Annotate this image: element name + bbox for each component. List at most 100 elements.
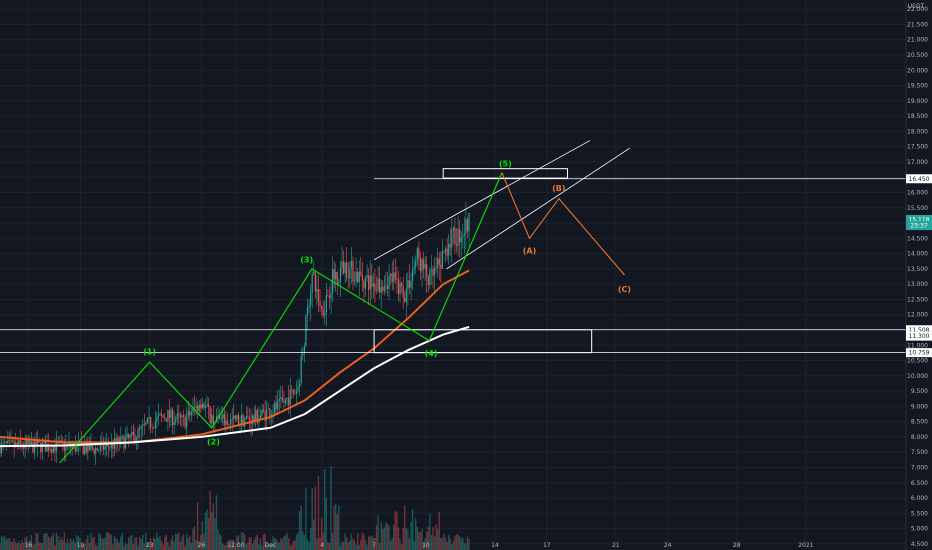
candle-body <box>135 438 138 443</box>
volume-bar <box>18 541 20 550</box>
volume-bar <box>33 543 36 550</box>
candle-body <box>422 259 425 269</box>
volume-bar <box>4 536 6 550</box>
candle-body <box>288 397 290 406</box>
volume-bar <box>127 537 130 550</box>
volume-bar <box>35 533 37 550</box>
volume-bar <box>324 469 326 550</box>
volume-bar <box>262 534 265 550</box>
volume-bar <box>212 503 215 550</box>
volume-bar <box>247 541 249 550</box>
volume-bar <box>215 495 218 550</box>
candle-body <box>394 272 396 279</box>
volume-bar <box>170 540 172 550</box>
volume-bar <box>328 542 331 550</box>
candle-body <box>314 272 316 292</box>
volume-bar <box>317 476 320 550</box>
candle-body <box>4 441 6 443</box>
volume-bar <box>350 533 353 550</box>
volume-bar <box>291 544 293 550</box>
volume-bar <box>65 543 67 550</box>
volume-bar <box>455 534 458 550</box>
price-tick-label: 6.000 <box>911 495 928 502</box>
volume-bar <box>272 536 274 550</box>
candle-body <box>251 415 254 425</box>
candle-body <box>93 448 95 454</box>
candle-body <box>240 414 243 424</box>
volume-bar <box>145 532 147 550</box>
price-tick-label: 9.500 <box>911 388 928 395</box>
candle-body <box>13 441 15 448</box>
volume-bar <box>309 528 312 550</box>
volume-bar <box>261 545 263 550</box>
price-tick-label: 8.500 <box>911 419 928 426</box>
volume-bar <box>107 532 109 550</box>
time-tick-label: 17 <box>543 542 551 549</box>
volume-bar <box>105 532 108 550</box>
volume-bar <box>63 532 66 550</box>
candle-body <box>46 444 48 452</box>
volume-bar <box>306 539 309 550</box>
volume-bar <box>349 540 351 550</box>
volume-bar <box>342 541 345 550</box>
volume-bar <box>383 527 386 550</box>
candle-body <box>462 235 464 238</box>
candle-body <box>355 272 357 282</box>
time-tick-label: 23 <box>146 542 154 549</box>
candle-body <box>308 305 310 308</box>
volume-bar <box>297 532 299 550</box>
volume-bar <box>316 538 318 550</box>
volume-bar <box>142 534 144 550</box>
candle-body <box>112 441 114 449</box>
candle-body <box>369 275 371 290</box>
candle-body <box>0 442 3 454</box>
volume-bar <box>74 542 77 550</box>
wave-label: (B) <box>552 184 565 193</box>
zone-rectangle <box>373 329 593 354</box>
volume-bar <box>355 544 357 550</box>
candle-body <box>223 414 225 426</box>
volume-bar <box>25 536 28 550</box>
candle-body <box>335 271 337 280</box>
time-tick-label: 24 <box>664 542 672 549</box>
volume-bar <box>121 533 124 550</box>
time-axis[interactable]: 16 19 23 26 12:00 Dec 4 7 10 14 17 21 24 28 2021 <box>25 542 814 549</box>
volume-bar <box>173 541 175 550</box>
volume-bar <box>245 544 247 550</box>
volume-bar <box>400 544 403 550</box>
volume-bar <box>239 545 241 550</box>
volume-bar <box>140 538 142 550</box>
candle-body <box>51 449 53 453</box>
volume-bar <box>126 544 128 550</box>
candle-body <box>143 424 145 425</box>
candle-body <box>303 346 305 354</box>
candle-body <box>360 271 362 275</box>
volume-bar <box>458 536 461 550</box>
candle-body <box>30 441 32 445</box>
price-axis[interactable]: 4.500 5.000 5.500 6.000 6.500 7.000 7.500 8.000… <box>907 6 928 548</box>
candle-body <box>388 276 390 290</box>
volume-bars <box>0 466 470 550</box>
candle-body <box>349 267 351 279</box>
candle-body <box>38 440 40 443</box>
candle-body <box>385 285 387 287</box>
volume-bar <box>135 537 138 550</box>
wave-label: (5) <box>499 159 512 168</box>
candle-body <box>404 297 406 302</box>
volume-bar <box>269 544 271 550</box>
price-tick-label: 22.000 <box>907 6 928 13</box>
volume-bar <box>178 532 180 550</box>
volume-bar <box>120 536 122 550</box>
volume-bar <box>11 541 14 550</box>
volume-bar <box>265 542 268 550</box>
candle-body <box>397 279 400 295</box>
candle-body <box>440 264 442 269</box>
candle-body <box>187 410 189 418</box>
volume-bar <box>38 542 40 550</box>
volume-bar <box>385 522 387 550</box>
candle-body <box>126 433 128 438</box>
volume-bar <box>286 533 288 550</box>
price-label-text: 10.759 <box>909 350 930 357</box>
candle-body <box>433 267 436 276</box>
